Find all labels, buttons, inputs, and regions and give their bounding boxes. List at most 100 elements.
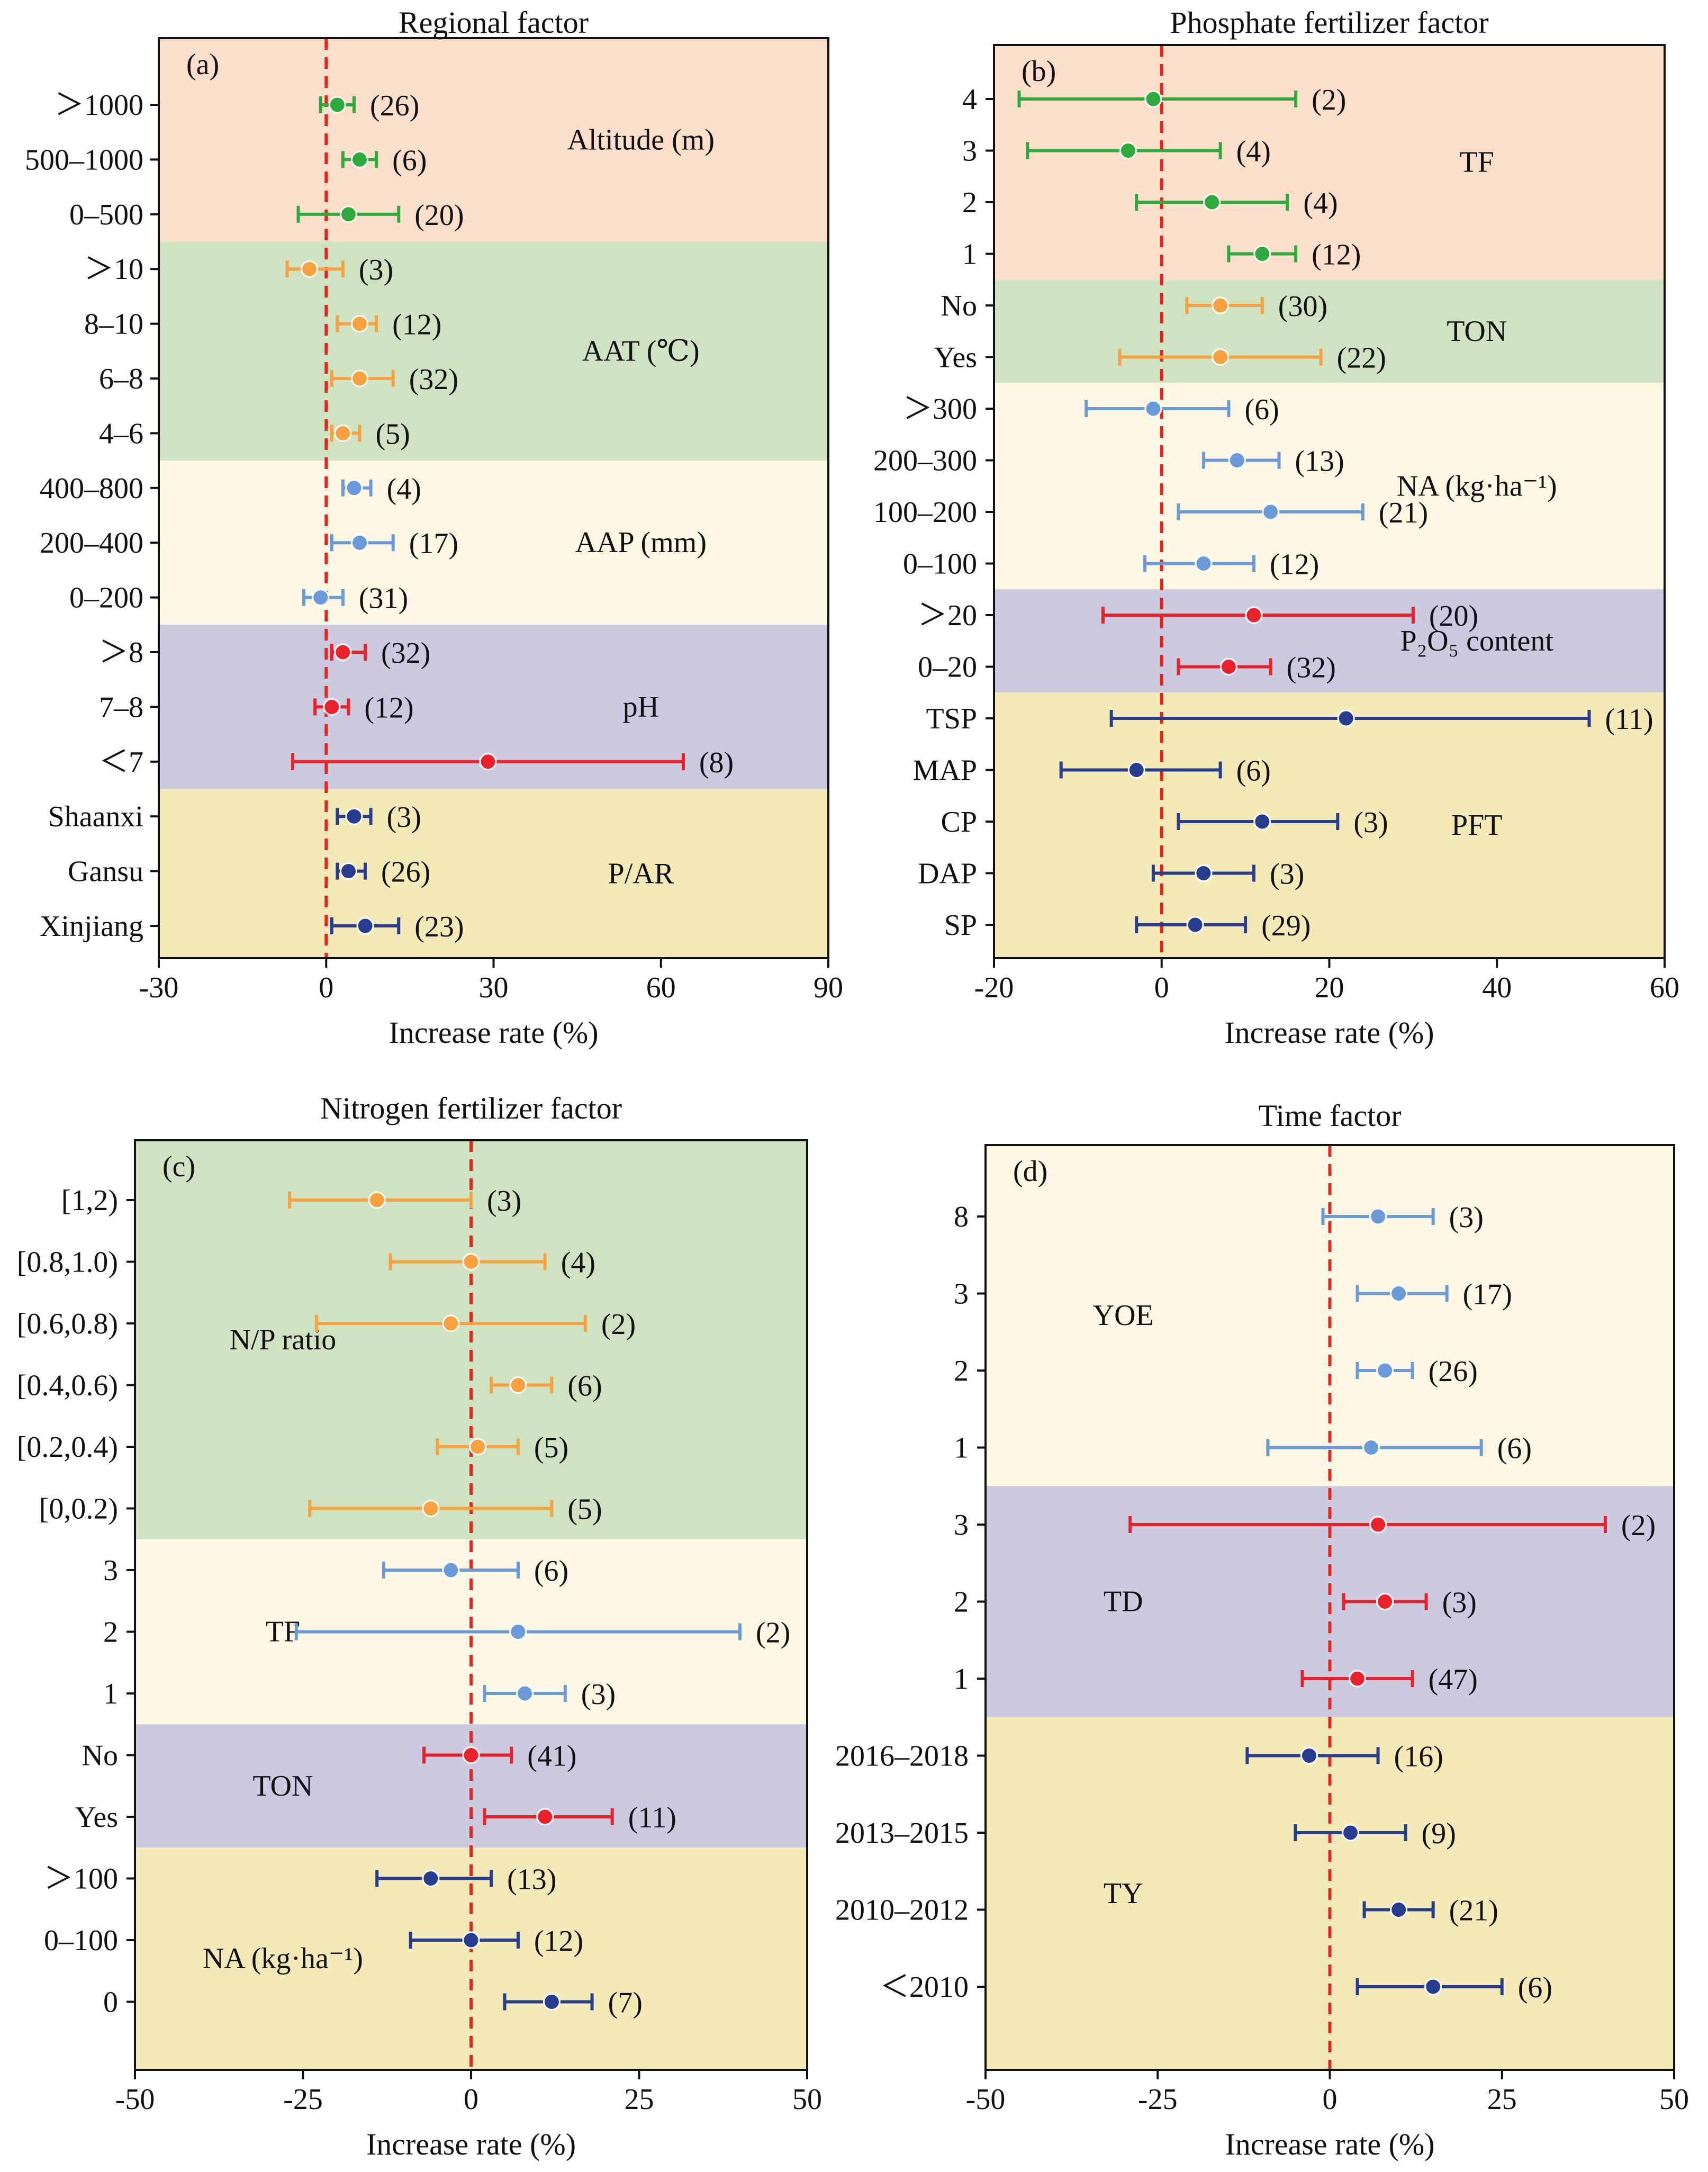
group-label: TF [266,1616,300,1648]
x-axis-label: Increase rate (%) [388,1015,598,1050]
sample-size-label: (6) [1518,1971,1552,2004]
x-tick-label: 60 [646,971,676,1004]
row-label: DAP [918,858,977,890]
x-axis: -30 0 30 60 90 [139,958,843,1004]
row-label: 1 [954,1663,969,1696]
mean-point [1144,400,1162,418]
group-label: P₂O₅ content [1400,625,1554,657]
sample-size-label: (21) [1379,497,1428,529]
sample-size-label: (9) [1422,1817,1456,1850]
x-tick-label: -50 [966,2083,1006,2116]
forest-row: 0–100 (12) [44,1924,583,1958]
mean-point [536,1808,554,1826]
row-label: [0.8,1.0) [17,1246,118,1279]
row-label: Yes [934,341,977,374]
forest-row: 4–6 (5) [99,417,410,450]
forest-row: 2013–2015 (9) [835,1817,1456,1850]
forest-row: 0–100 (12) [903,548,1319,581]
row-label: 3 [954,1509,969,1542]
x-tick-label: 90 [814,971,843,1004]
row-label: CP [941,806,978,839]
group-band [159,38,828,242]
group-band [994,589,1665,693]
row-label: 7–8 [99,691,143,724]
group-label: TON [252,1770,313,1803]
mean-point [1349,1670,1367,1688]
sample-size-label: (11) [1605,703,1653,736]
row-label: [0.6,0.8) [17,1308,118,1340]
forest-row: 100–200 (21) [873,496,1428,529]
mean-point [1127,761,1145,779]
group-band [994,692,1665,958]
mean-point [442,1561,460,1579]
mean-point [469,1438,487,1456]
forest-row: TSP (11) [926,702,1653,736]
x-tick-label: 50 [792,2083,822,2116]
group-label: NA (kg·ha⁻¹) [1397,470,1557,502]
mean-point [312,589,330,607]
sample-size-label: (4) [1303,187,1338,220]
sample-size-label: (20) [1429,600,1478,633]
sample-size-label: (29) [1261,909,1311,942]
forest-row: [0.8,1.0) (4) [17,1246,595,1279]
forest-row: 200–300 (13) [873,445,1344,478]
forest-rows: ＞1000 (26) 500–1000 (6) 0–500 (20) ＞10 (3) 8–10 (… [25,89,734,943]
forest-row: Xinjiang (23) [40,910,464,943]
mean-point [1119,142,1137,159]
sample-size-label: (3) [581,1678,616,1711]
row-label: Shaanxi [48,800,143,833]
forest-row: 0–500 (20) [69,199,464,232]
mean-point [351,369,368,387]
mean-point [509,1376,527,1394]
row-label: 0–500 [69,199,143,231]
row-label: 1 [103,1678,118,1710]
forest-row: DAP (3) [918,858,1304,891]
row-label: 6–8 [99,363,143,395]
mean-point [1245,606,1263,624]
forest-row: 2 (4) [962,186,1338,220]
sample-size-label: (6) [1236,755,1271,788]
row-label: ＞20 [918,599,977,632]
row-label: 0–100 [903,548,977,581]
mean-point [351,315,368,333]
mean-point [1219,658,1237,675]
group-label: NA (kg·ha⁻¹) [203,1942,363,1975]
mean-point [1424,1978,1442,1996]
row-label: SP [944,909,977,942]
forest-row: ＞100 (13) [44,1863,556,1896]
sample-size-label: (6) [567,1370,602,1403]
group-band [986,1145,1674,1486]
sample-size-label: (2) [1312,84,1346,116]
sample-size-label: (3) [1449,1201,1484,1234]
mean-point [323,698,341,716]
row-label: ＞8 [99,636,143,669]
row-label: ＜7 [99,746,143,779]
forest-row: Shaanxi (3) [48,800,421,834]
forest-row: [0.2,0.4) (5) [17,1431,568,1464]
group-band [994,383,1665,590]
forest-row: ＜7 (8) [99,746,734,779]
mean-point [1195,864,1213,882]
sample-size-label: (13) [1295,445,1344,478]
mean-point [351,150,368,168]
forest-row: SP (29) [944,909,1311,942]
mean-point [1262,503,1280,521]
x-axis: -50 -25 0 25 50 [115,2070,822,2116]
forest-row: 7–8 (12) [99,691,414,724]
forest-row: No (30) [941,290,1328,323]
row-label: ＞100 [44,1863,118,1896]
forest-row: [1,2) (3) [61,1184,522,1218]
forest-row: 8–10 (12) [84,308,441,341]
mean-point [1369,1516,1387,1534]
row-label: [0,0.2) [39,1493,118,1526]
sample-size-label: (12) [1270,548,1319,581]
row-label: 1 [962,238,977,271]
sample-size-label: (3) [359,254,393,286]
row-label: [0.2,0.4) [17,1431,118,1464]
forest-row: 0 (7) [103,1986,643,2020]
mean-point [509,1623,527,1641]
forest-row: 2010–2012 (21) [835,1894,1498,1927]
row-label: 200–300 [873,445,977,477]
forest-row: 200–400 (17) [40,527,458,560]
mean-point [516,1684,534,1702]
